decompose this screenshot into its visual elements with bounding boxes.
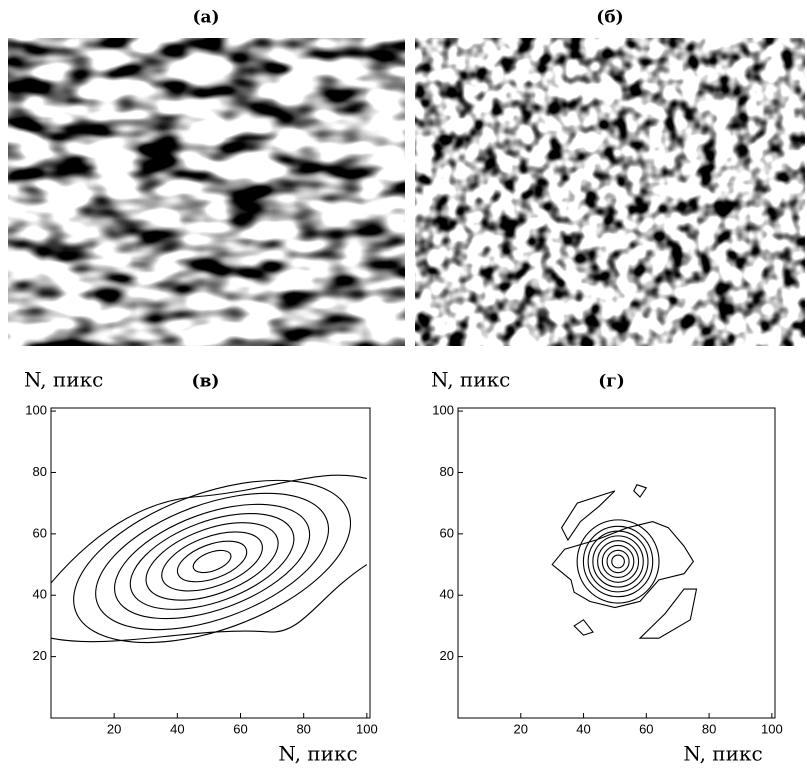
y-tick-label: 40: [33, 587, 47, 602]
contour: [95, 492, 330, 631]
x-tick-label: 100: [356, 721, 378, 736]
y-tick-label: 100: [25, 403, 47, 418]
y-tick-label: 60: [33, 525, 47, 540]
contour: [161, 531, 263, 592]
x-tick-label: 80: [702, 721, 716, 736]
x-tick-label: 40: [576, 721, 590, 736]
contour: [145, 522, 279, 601]
contour: [573, 619, 594, 636]
x-tick-label: 20: [107, 721, 121, 736]
contour: [597, 540, 640, 583]
contour: [601, 544, 635, 579]
image-a-texture: [8, 38, 405, 346]
plot-frame: [50, 407, 371, 719]
x-tick-label: 100: [761, 721, 783, 736]
x-axis-label: N, пикс: [683, 742, 762, 766]
contour: [633, 484, 648, 498]
panel-label: (а): [192, 8, 219, 28]
y-tick-label: 80: [33, 464, 47, 479]
contour: [114, 503, 311, 620]
contour: [606, 549, 630, 574]
x-axis-label: N, пикс: [278, 742, 357, 766]
x-tick-label: 60: [233, 721, 247, 736]
contour: [582, 525, 654, 598]
image-b-texture: [415, 38, 805, 346]
contour: [50, 564, 368, 643]
chart-title: (г): [598, 372, 625, 392]
y-tick-label: 20: [33, 648, 47, 663]
y-tick-label: 20: [440, 648, 454, 663]
contour: [592, 535, 644, 588]
panel-label: (б): [596, 8, 623, 28]
y-tick-label: 40: [440, 587, 454, 602]
x-tick-label: 80: [296, 721, 310, 736]
y-tick-label: 80: [440, 464, 454, 479]
contour: [551, 521, 695, 609]
plot-frame: [457, 407, 776, 719]
y-axis-label: N, пикс: [24, 368, 103, 392]
contour: [192, 549, 232, 574]
y-axis-label: N, пикс: [431, 368, 510, 392]
contour: [129, 513, 295, 610]
contour: [176, 540, 248, 583]
contour: [560, 490, 616, 542]
y-tick-label: 100: [432, 403, 454, 418]
x-tick-label: 60: [639, 721, 653, 736]
chart-title: (в): [192, 372, 220, 392]
y-tick-label: 60: [440, 525, 454, 540]
contour: [50, 474, 367, 584]
x-tick-label: 40: [170, 721, 184, 736]
x-tick-label: 20: [514, 721, 528, 736]
contour: [611, 554, 625, 569]
contour: [576, 519, 660, 604]
contour: [638, 588, 698, 639]
